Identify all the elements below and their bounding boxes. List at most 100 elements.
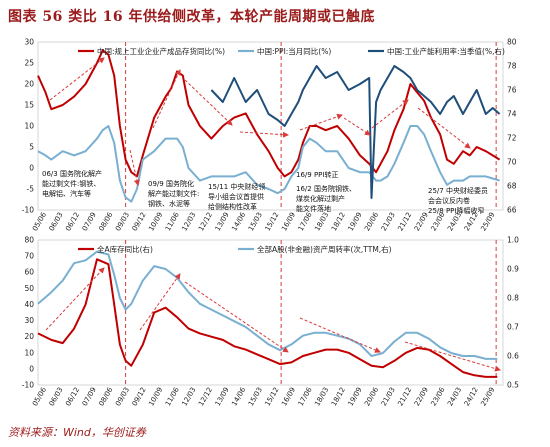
annotation-0603-2: 能过剩文件:钢铁、 (42, 179, 100, 188)
x-tick-0-17: 18/03 (313, 211, 330, 232)
annotation-2507-1: 25/7 中央财经委员 (428, 186, 488, 195)
plot-frame-0 (37, 41, 504, 211)
annotation-2507-2: 会会议反内卷 (428, 196, 470, 205)
x-tick-0-14: 15/12 (264, 211, 281, 232)
x-tick-1-15: 16/09 (280, 386, 297, 407)
x-tick-0-18: 18/12 (330, 211, 347, 232)
x-tick-1-3: 07/09 (81, 386, 98, 407)
x-tick-1-5: 09/03 (114, 386, 131, 407)
legend-label-0-2: 中国:工业产能利用率:当季值(%,右) (387, 46, 505, 56)
y-left-tick-1-1: 0 (29, 364, 34, 373)
x-tick-1-18: 18/12 (330, 386, 347, 407)
x-tick-1-13: 15/03 (247, 386, 264, 407)
x-tick-1-16: 17/06 (297, 386, 314, 408)
series-line-1-1 (37, 250, 498, 360)
annotation-0603-3: 电解铝、汽车等 (42, 189, 91, 198)
annotation-0909-1: 09/9 国务院化 (148, 179, 194, 188)
x-tick-1-24: 23/06 (430, 386, 447, 408)
x-tick-1-7: 10/09 (147, 386, 164, 407)
x-tick-1-27: 25/09 (479, 386, 496, 407)
x-tick-0-2: 06/12 (64, 211, 81, 232)
x-tick-0-5: 09/03 (114, 211, 131, 232)
trend-arrow-6 (343, 117, 371, 136)
annotation-1511-2: 导小组会议首提供 (208, 192, 264, 201)
y-left-tick-1-3: 20 (24, 332, 34, 341)
trend-arrow-5 (299, 113, 343, 131)
x-tick-1-6: 09/12 (131, 386, 148, 407)
y-left-tick-1-5: 40 (24, 300, 34, 309)
y-left-tick-1-9: 80 (24, 236, 34, 245)
y-right-tick-1-0: 0.5 (507, 381, 519, 390)
y-left-tick-1-0: -10 (22, 381, 34, 390)
legend-label-0-1: 中国:PPI:当月同比(%) (257, 46, 331, 56)
y-right-tick-0-5: 76 (507, 86, 517, 95)
x-tick-0-10: 12/12 (197, 211, 214, 232)
annotation-1602-3: 能文件落地 (296, 204, 331, 213)
trend-arrow-13 (404, 341, 501, 372)
x-tick-0-20: 20/06 (363, 211, 380, 233)
y-right-tick-0-0: 66 (507, 206, 517, 215)
x-tick-0-11: 13/09 (214, 211, 231, 232)
x-tick-0-16: 17/06 (297, 211, 314, 233)
legend-label-1-0: 全A库存同比(右) (97, 244, 153, 254)
y-left-tick-0-5: 15 (24, 101, 34, 110)
y-right-tick-0-6: 78 (507, 62, 517, 71)
trend-arrow-7 (371, 99, 409, 129)
trend-arrow-8 (417, 107, 471, 149)
y-right-tick-1-2: 0.7 (507, 323, 519, 332)
trend-arrow-9 (45, 267, 105, 331)
trend-arrow-0 (49, 57, 105, 101)
plot-frame-1 (37, 239, 504, 386)
page-title: 图表 56 类比 16 年供给侧改革，本轮产能周期或已触底 (8, 9, 375, 25)
series-line-0-0 (37, 49, 501, 178)
x-tick-1-4: 08/06 (97, 386, 114, 408)
annotation-0909-3: 钢铁、水泥等 (148, 199, 190, 208)
x-tick-0-4: 08/06 (97, 211, 114, 233)
y-right-tick-1-1: 0.6 (507, 352, 519, 361)
annotation-0603-1: 06/3 国务院化解产 (42, 169, 102, 178)
y-left-tick-1-4: 30 (24, 316, 34, 325)
y-left-tick-1-6: 50 (24, 284, 34, 293)
y-left-tick-0-8: 30 (24, 38, 34, 47)
y-right-tick-1-3: 0.8 (507, 294, 519, 303)
annotation-1609: 16/9 PPI转正 (296, 170, 338, 179)
annotation-1511-1: 15/11 中央财经领 (208, 182, 265, 191)
trend-arrow-3 (184, 79, 233, 126)
trend-arrow-2 (152, 69, 181, 129)
x-tick-0-15: 16/09 (280, 211, 297, 232)
annotation-2508: 25/8 PPI降幅收窄 (428, 206, 484, 215)
legend-label-0-0: 中国:规上工业企业产成品存货同比(%) (97, 46, 225, 56)
y-right-tick-1-5: 1.0 (507, 236, 519, 245)
annotation-0909-2: 解产能过剩文件: (148, 189, 199, 198)
y-left-tick-1-7: 60 (24, 268, 34, 277)
series-line-0-2 (210, 65, 501, 199)
x-tick-1-10: 12/12 (197, 386, 214, 407)
x-tick-1-21: 21/03 (380, 386, 397, 407)
y-left-tick-1-8: 70 (24, 252, 34, 261)
bottom-chart: -10010203040506070800.50.60.70.80.91.005… (22, 236, 519, 408)
x-tick-0-22: 21/12 (396, 211, 413, 232)
trend-arrow-12 (299, 317, 381, 353)
x-tick-1-22: 21/12 (396, 386, 413, 407)
x-tick-1-17: 18/03 (313, 386, 330, 407)
legend-label-1-1: 全部A股(非金融)资产周转率(次,TTM,右) (257, 244, 392, 254)
y-left-tick-0-7: 25 (24, 59, 34, 68)
x-tick-0-9: 12/03 (180, 211, 197, 232)
x-tick-0-12: 14/06 (230, 211, 247, 233)
x-tick-0-6: 09/12 (131, 211, 148, 232)
annotation-layer: 06/3 国务院化解产 能过剩文件:钢铁、 电解铝、汽车等 09/9 国务院化 … (42, 57, 501, 372)
x-tick-0-3: 07/09 (81, 211, 98, 232)
y-left-tick-0-1: -5 (27, 185, 35, 194)
annotation-1602-1: 16/2 国务院钢铁、 (296, 184, 356, 193)
x-tick-1-2: 06/12 (64, 386, 81, 407)
trend-arrow-4 (239, 131, 289, 138)
x-tick-1-19: 19/09 (347, 386, 364, 407)
x-tick-1-25: 24/03 (446, 386, 463, 407)
trend-arrow-11 (184, 281, 289, 353)
x-tick-0-1: 06/03 (48, 211, 65, 232)
series-line-0-1 (37, 125, 500, 203)
x-tick-0-13: 15/03 (247, 211, 264, 232)
x-tick-1-9: 12/03 (180, 386, 197, 407)
x-tick-1-20: 20/06 (363, 386, 380, 408)
y-right-tick-0-2: 70 (507, 158, 517, 167)
